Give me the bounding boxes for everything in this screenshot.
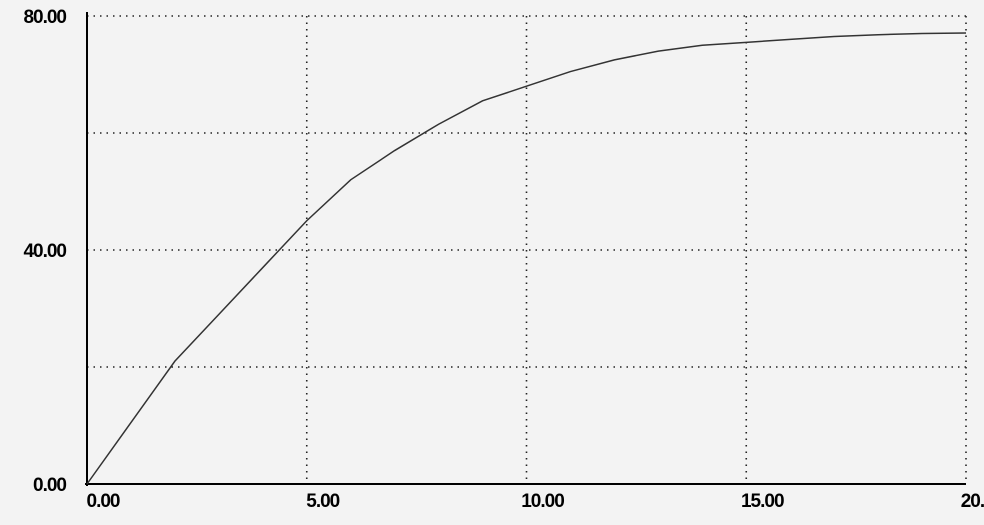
x-tick-label: 0.00	[87, 491, 120, 512]
data-line	[86, 32, 967, 485]
x-tick-label: 15.00	[741, 491, 784, 512]
y-tick-label: 80.00	[23, 7, 66, 28]
x-tick-label: 20.00	[961, 491, 984, 512]
x-tick-label: 5.00	[306, 491, 339, 512]
x-tick-label: 10.00	[521, 491, 564, 512]
y-tick-label: 40.00	[23, 241, 66, 262]
y-tick-label: 0.00	[33, 475, 66, 496]
